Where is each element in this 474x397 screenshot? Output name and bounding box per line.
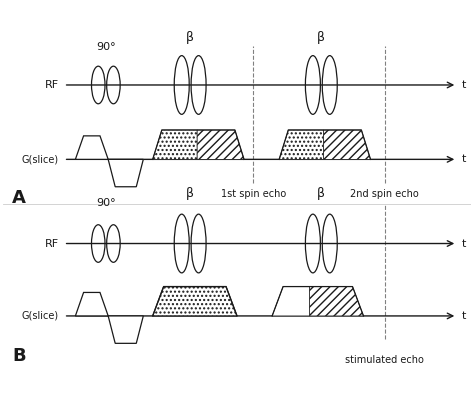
Text: β: β [317,187,325,200]
Polygon shape [75,293,108,316]
Text: stimulated echo: stimulated echo [345,355,424,365]
Text: 1st spin echo: 1st spin echo [221,189,286,199]
Polygon shape [108,159,143,187]
Polygon shape [153,287,237,316]
Text: β: β [186,187,194,200]
Text: t: t [462,154,466,164]
Text: RF: RF [45,239,59,249]
Text: t: t [462,239,466,249]
Polygon shape [108,316,143,343]
Polygon shape [279,130,324,159]
Text: 90°: 90° [96,198,116,208]
Text: G(slice): G(slice) [22,154,59,164]
Polygon shape [272,287,310,316]
Text: β: β [317,31,325,44]
Text: A: A [12,189,26,207]
Text: t: t [462,311,466,321]
Text: 2nd spin echo: 2nd spin echo [350,189,419,199]
Polygon shape [75,136,108,159]
Polygon shape [197,130,244,159]
Text: t: t [462,80,466,90]
Polygon shape [310,287,364,316]
Text: β: β [186,31,194,44]
Polygon shape [324,130,371,159]
Text: B: B [12,347,26,365]
Text: RF: RF [45,80,59,90]
Polygon shape [153,130,197,159]
Text: 90°: 90° [96,42,116,52]
Text: G(slice): G(slice) [22,311,59,321]
